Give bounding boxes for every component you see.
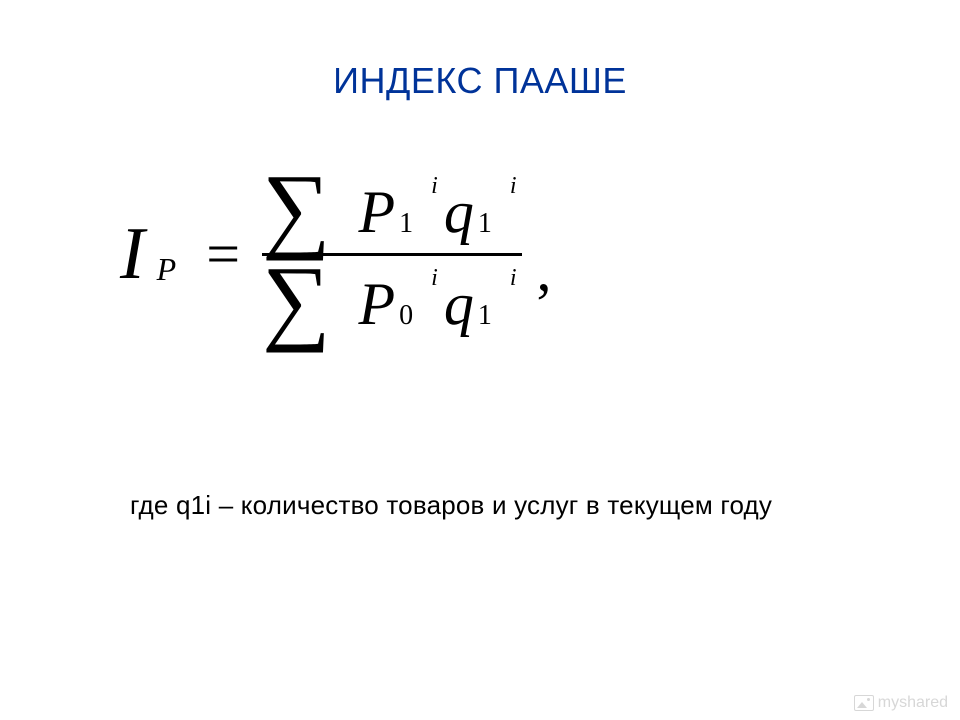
caption-variable: q1i <box>176 490 211 520</box>
trailing-comma: , <box>536 236 551 305</box>
equals-sign: = <box>206 220 240 289</box>
sym-q-num: q <box>444 182 474 242</box>
numerator-term-q: q 1 i <box>444 174 517 242</box>
sigma-top: ∑ <box>262 170 330 247</box>
sym-q-den: q <box>444 274 474 334</box>
sup-i-num-P: i <box>431 174 438 198</box>
sup-i-den-q: i <box>510 266 517 290</box>
denominator-term-q: q 1 i <box>444 266 517 334</box>
paasche-formula: I P = ∑ P 1 i q 1 i ∑ P 0 i <box>120 170 551 339</box>
watermark: myshared <box>854 694 948 712</box>
sym-P-num: P <box>358 182 395 242</box>
caption-prefix: где <box>130 490 169 520</box>
fraction-numerator: ∑ P 1 i q 1 i <box>262 170 522 247</box>
watermark-text: myshared <box>878 694 948 712</box>
numerator-term-P: P 1 i <box>358 174 437 242</box>
sup-i-den-P: i <box>431 266 438 290</box>
sym-P-den: P <box>358 274 395 334</box>
sigma-bottom: ∑ <box>262 262 330 339</box>
caption-rest: – количество товаров и услуг в текущем г… <box>219 490 772 520</box>
sub-0-den-P: 0 <box>399 302 413 330</box>
sub-1-num-P: 1 <box>399 210 413 238</box>
formula-fraction: ∑ P 1 i q 1 i ∑ P 0 i q 1 i <box>262 170 522 339</box>
slide-caption: где q1i – количество товаров и услуг в т… <box>130 490 772 521</box>
sub-1-den-q: 1 <box>478 302 492 330</box>
sup-i-num-q: i <box>510 174 517 198</box>
subscript-P: P <box>157 253 177 285</box>
fraction-denominator: ∑ P 0 i q 1 i <box>262 262 522 339</box>
image-icon <box>854 695 874 711</box>
symbol-I: I <box>120 217 145 291</box>
formula-lhs: I P <box>120 217 176 291</box>
denominator-term-P: P 0 i <box>358 266 437 334</box>
sub-1-num-q: 1 <box>478 210 492 238</box>
slide-title: ИНДЕКС ПААШЕ <box>0 60 960 102</box>
caption-separator <box>169 490 176 520</box>
